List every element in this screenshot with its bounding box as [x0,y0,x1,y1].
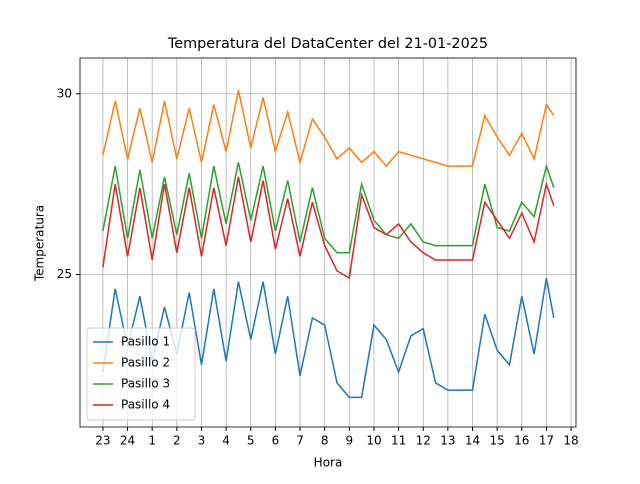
x-tick-label: 18 [563,434,578,448]
x-tick-label: 6 [272,434,280,448]
chart-title: Temperatura del DataCenter del 21-01-202… [167,36,488,52]
x-tick-label: 16 [514,434,529,448]
legend-label: Pasillo 2 [121,356,170,370]
x-tick-label: 7 [296,434,304,448]
x-tick-label: 3 [198,434,206,448]
x-tick-label: 11 [391,434,406,448]
x-tick-label: 5 [247,434,255,448]
x-tick-label: 15 [490,434,505,448]
x-tick-label: 9 [345,434,353,448]
legend-box [86,327,196,421]
legend-label: Pasillo 3 [121,377,170,391]
x-tick-label: 24 [120,434,135,448]
legend-label: Pasillo 4 [121,398,170,412]
x-tick-label: 12 [416,434,431,448]
y-tick-label: 30 [57,86,72,100]
x-tick-label: 14 [465,434,480,448]
data-line [102,162,555,254]
x-tick-label: 23 [95,434,110,448]
legend-label: Pasillo 1 [121,335,170,349]
x-tick-label: 8 [321,434,329,448]
data-line [102,176,555,280]
x-tick-label: 1 [148,434,156,448]
y-axis-label: Temperatura [33,205,47,282]
x-tick-label: 4 [222,434,230,448]
x-tick-label: 10 [366,434,381,448]
x-tick-label: 13 [440,434,455,448]
y-tick-label: 25 [57,267,72,281]
x-axis-label: Hora [314,456,343,470]
plot-frame [79,57,577,428]
data-line [102,90,555,168]
x-tick-label: 17 [539,434,554,448]
x-tick-label: 2 [173,434,181,448]
